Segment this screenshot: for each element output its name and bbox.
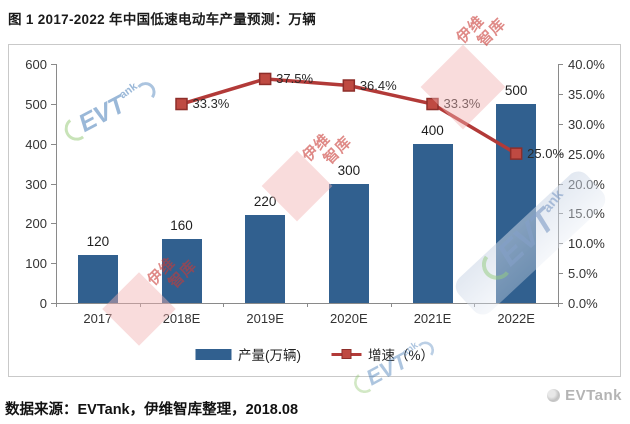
y2-axis-tick bbox=[558, 153, 563, 155]
y-axis-tick bbox=[51, 303, 56, 304]
y2-axis-label: 30.0% bbox=[568, 116, 605, 132]
line-value-label: 37.5% bbox=[276, 70, 314, 86]
bar-value-label: 500 bbox=[504, 82, 528, 98]
line-marker bbox=[175, 97, 188, 111]
x-axis-tick bbox=[390, 303, 392, 307]
line-series-swatch bbox=[330, 348, 361, 360]
x-axis-category: 2020E bbox=[330, 311, 368, 326]
y2-axis-label: 35.0% bbox=[568, 86, 605, 102]
bar-value-label: 220 bbox=[253, 194, 277, 210]
y-axis-label: 300 bbox=[25, 176, 47, 192]
x-axis-tick bbox=[56, 303, 57, 307]
line-value-label: 33.3% bbox=[443, 96, 481, 112]
legend: 产量(万辆) 增速（%） bbox=[194, 344, 435, 364]
page-title: 图 1 2017-2022 年中国低速电动车产量预测：万辆 bbox=[8, 12, 317, 27]
y-axis-label: 500 bbox=[25, 96, 47, 112]
y-axis-tick bbox=[51, 64, 56, 65]
y-axis-label: 200 bbox=[25, 216, 47, 232]
line-marker bbox=[509, 147, 523, 160]
y-axis-tick bbox=[51, 143, 56, 145]
line-marker bbox=[426, 97, 439, 111]
bar bbox=[161, 239, 202, 303]
y-axis-label: 400 bbox=[25, 136, 47, 152]
y2-axis-tick bbox=[558, 123, 563, 125]
legend-item-production: 产量(万辆) bbox=[194, 344, 301, 364]
brand-signature: EVTank bbox=[547, 387, 622, 404]
y-axis-tick bbox=[51, 263, 56, 265]
bar bbox=[245, 215, 286, 303]
x-axis-category: 2018E bbox=[162, 311, 201, 326]
y-axis-tick bbox=[51, 103, 56, 105]
y2-axis-label: 25.0% bbox=[568, 146, 605, 162]
y2-axis-label: 40.0% bbox=[568, 57, 605, 72]
y-axis-tick bbox=[51, 223, 56, 225]
bar-series-swatch bbox=[194, 348, 231, 360]
bar-value-label: 400 bbox=[421, 122, 444, 138]
plot-area: 0 100 200 300 400 500 600 0.0% 5.0% 10.0% 15.0% 20.… bbox=[9, 45, 620, 376]
x-axis-category: 2017 bbox=[83, 311, 113, 326]
y-axis-label: 600 bbox=[25, 57, 47, 72]
data-source-note: 数据来源：EVTank，伊维智库整理，2018.08 bbox=[5, 402, 299, 418]
bar-value-label: 300 bbox=[337, 162, 361, 178]
bar bbox=[77, 255, 118, 303]
x-axis-tick bbox=[223, 303, 225, 307]
line-value-label: 33.3% bbox=[192, 96, 230, 112]
line-value-label: 25.0% bbox=[527, 145, 565, 161]
line-marker bbox=[258, 72, 272, 86]
bar bbox=[328, 183, 369, 303]
bar bbox=[412, 143, 453, 303]
x-axis-tick bbox=[307, 303, 308, 307]
legend-item-growth: 增速（%） bbox=[330, 344, 435, 364]
line-marker bbox=[342, 79, 356, 92]
y-axis-label: 0 bbox=[39, 296, 47, 311]
bar-value-label: 120 bbox=[86, 234, 110, 250]
y-axis-label: 100 bbox=[25, 256, 47, 272]
x-axis-tick bbox=[139, 303, 141, 307]
legend-line-label: 增速（%） bbox=[367, 348, 435, 363]
bar-value-label: 160 bbox=[170, 218, 193, 234]
legend-bar-label: 产量(万辆) bbox=[237, 348, 301, 363]
y2-axis-tick bbox=[558, 64, 563, 65]
chart-area: 0 100 200 300 400 500 600 0.0% 5.0% 10.0% 15.0% 20.… bbox=[8, 44, 621, 377]
growth-line-series bbox=[175, 72, 523, 160]
y2-axis-tick bbox=[558, 93, 563, 95]
brand-logo-icon bbox=[547, 389, 561, 402]
x-axis-category: 2021E bbox=[413, 311, 452, 326]
x-axis-category: 2019E bbox=[246, 311, 284, 326]
brand-name: EVTank bbox=[565, 387, 622, 404]
line-value-label: 36.4% bbox=[359, 77, 397, 93]
y-axis-left bbox=[56, 64, 57, 303]
y-axis-tick bbox=[51, 183, 56, 185]
